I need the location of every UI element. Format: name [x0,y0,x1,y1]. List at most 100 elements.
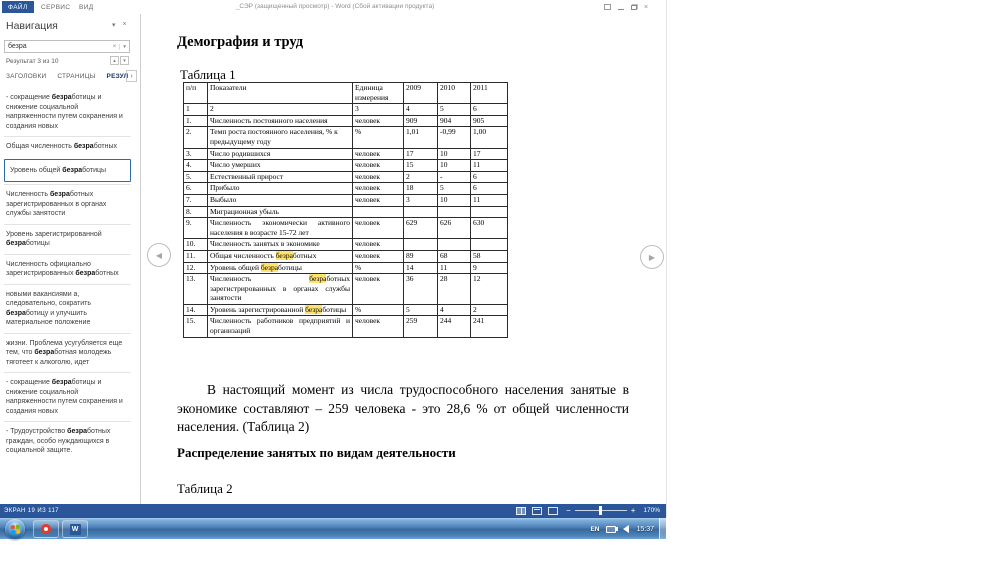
previous-screen-button[interactable]: ◀ [147,243,171,267]
nav-result-item[interactable]: - сокращение безработицы и снижение соци… [4,372,131,421]
close-icon[interactable]: × [644,3,649,11]
table-cell: 2 [207,103,353,116]
zoom-out-button[interactable]: − [566,506,571,515]
table-cell: 11 [437,261,471,275]
arrow-right-icon: ▶ [648,252,656,262]
tab-service[interactable]: СЕРВИС [41,3,71,11]
start-button[interactable] [5,519,25,539]
status-bar: ЭКРАН 19 ИЗ 117 − + 170% [0,504,666,517]
nav-result-item[interactable]: - Трудоустройство безработных граждан, о… [4,421,131,461]
table-row: 13. Численность безработных зарегистриров… [183,273,508,305]
web-layout-icon[interactable] [548,506,559,515]
table-cell [403,238,438,251]
tab-file[interactable]: ФАЙЛ [2,1,34,13]
table-cell: 5 [437,182,471,195]
table-cell: 4 [403,103,438,116]
search-dropdown-icon[interactable]: ▾ [123,43,126,50]
table1-head: п/п Показатели Единица измерения 2009 2010 20… [183,81,508,105]
search-hit: безра [67,428,88,435]
nav-result-item[interactable]: - сокращение безработицы и снижение соци… [6,94,123,130]
table-cell: 5 [403,303,438,317]
table-cell [470,205,508,219]
table-cell: Численность работников предприятий и орг… [207,315,353,338]
table-cell: -0,99 [437,126,471,149]
zoom-slider[interactable] [574,506,627,515]
table-cell: Число родившихся [207,147,353,161]
nav-result-item[interactable]: Уровень общей безработицы [4,158,131,182]
table-header-cell: 2010 [437,81,471,105]
zoom-level[interactable]: 170% [643,507,660,514]
next-screen-button[interactable]: ▶ [640,245,664,269]
read-mode-icon[interactable] [516,506,527,515]
table-cell: человек [352,273,404,305]
search-hit: безра [6,309,26,317]
table-cell: 6 [470,103,508,116]
table-cell: 14. [183,303,208,317]
previous-result-button[interactable]: ▴ [110,56,119,65]
search-value[interactable]: безра [8,43,27,50]
taskbar-word-button[interactable]: W [62,520,88,538]
screen-counter[interactable]: ЭКРАН 19 ИЗ 117 [4,507,59,514]
nav-tab-headings[interactable]: ЗАГОЛОВКИ [6,73,47,80]
table-cell: 259 [403,315,438,338]
taskbar-opera-button[interactable] [33,520,59,538]
table-cell: Уровень общей безработицы [207,261,353,275]
table-cell: Выбыло [207,193,353,207]
table-cell: человек [352,170,404,184]
table-cell: 6 [470,182,508,195]
table-row: 7. Выбыло человек 3 10 11 [183,193,508,207]
table-cell: человек [352,315,404,338]
table-cell: 15 [403,159,438,172]
table-cell: 909 [403,114,438,128]
nav-tab-results[interactable]: РЕЗУЛ [106,73,129,80]
nav-result-item[interactable]: Уровень зарегистрированной безработицы [4,223,131,254]
nav-result-item[interactable]: Численность официально зарегистрированны… [4,253,131,284]
print-layout-icon[interactable] [532,506,543,515]
nav-result-item[interactable]: жизни. Проблема усугубляется еще тем, чт… [4,332,131,373]
table-header-cell: 2009 [403,81,438,105]
table-cell: Миграционная убыль [207,205,353,219]
table-row: 8. Миграционная убыль [183,205,508,219]
table-header-cell: Единица измерения [352,81,404,105]
search-hit: безра [49,191,70,198]
table-cell [352,205,404,219]
table-cell: 629 [403,217,438,240]
zoom-in-button[interactable]: + [630,506,636,515]
table-row: 4. Число умерших человек 15 10 11 [183,159,508,172]
windows-logo-icon [10,524,20,534]
language-indicator[interactable]: EN [590,525,600,533]
clock[interactable]: 15:37 [636,525,654,533]
table-cell: 11 [470,193,508,207]
nav-pane-close-icon[interactable]: × [122,21,127,28]
table-cell: человек [352,217,404,240]
table-cell: 12. [183,261,208,275]
nav-pane-dropdown-icon[interactable]: ▾ [112,22,116,29]
table-cell [403,205,438,219]
table-cell: % [352,261,404,275]
table-cell: 2 [403,170,438,184]
nav-result-item[interactable]: Численность безработных зарегистрированн… [4,184,131,224]
table-cell: человек [352,147,404,161]
search-input[interactable]: безра × ▾ [4,40,130,53]
navigation-pane-title: Навигация [6,20,58,32]
nav-result-item[interactable]: Общая численность безработных [4,136,131,157]
search-hit: безра [260,262,279,272]
nav-tabs-overflow-icon[interactable]: › [126,70,137,82]
table-header-row: п/п Показатели Единица измерения 2009 2010 20… [183,81,508,105]
zoom-slider-thumb[interactable] [598,506,602,515]
volume-icon[interactable] [615,525,630,533]
ribbon-display-options-icon[interactable] [604,4,611,10]
nav-result-item[interactable]: новыми вакансиями а, следовательно, сокр… [4,283,131,333]
next-result-button[interactable]: ▾ [120,56,129,65]
search-hit: безра [62,166,83,174]
nav-tab-pages[interactable]: СТРАНИЦЫ [57,73,96,80]
minimize-icon[interactable] [618,8,624,10]
table1: п/п Показатели Единица измерения 2009 2010 20… [183,81,508,338]
table-cell: 9 [470,261,508,275]
search-clear-icon[interactable]: × [110,43,121,50]
nav-results-list: - сокращение безработицы и снижение соци… [4,88,131,461]
show-desktop-button[interactable] [659,518,666,540]
restore-icon[interactable] [631,4,637,10]
tab-view[interactable]: ВИД [79,3,94,11]
table-cell: 12 [470,273,508,305]
